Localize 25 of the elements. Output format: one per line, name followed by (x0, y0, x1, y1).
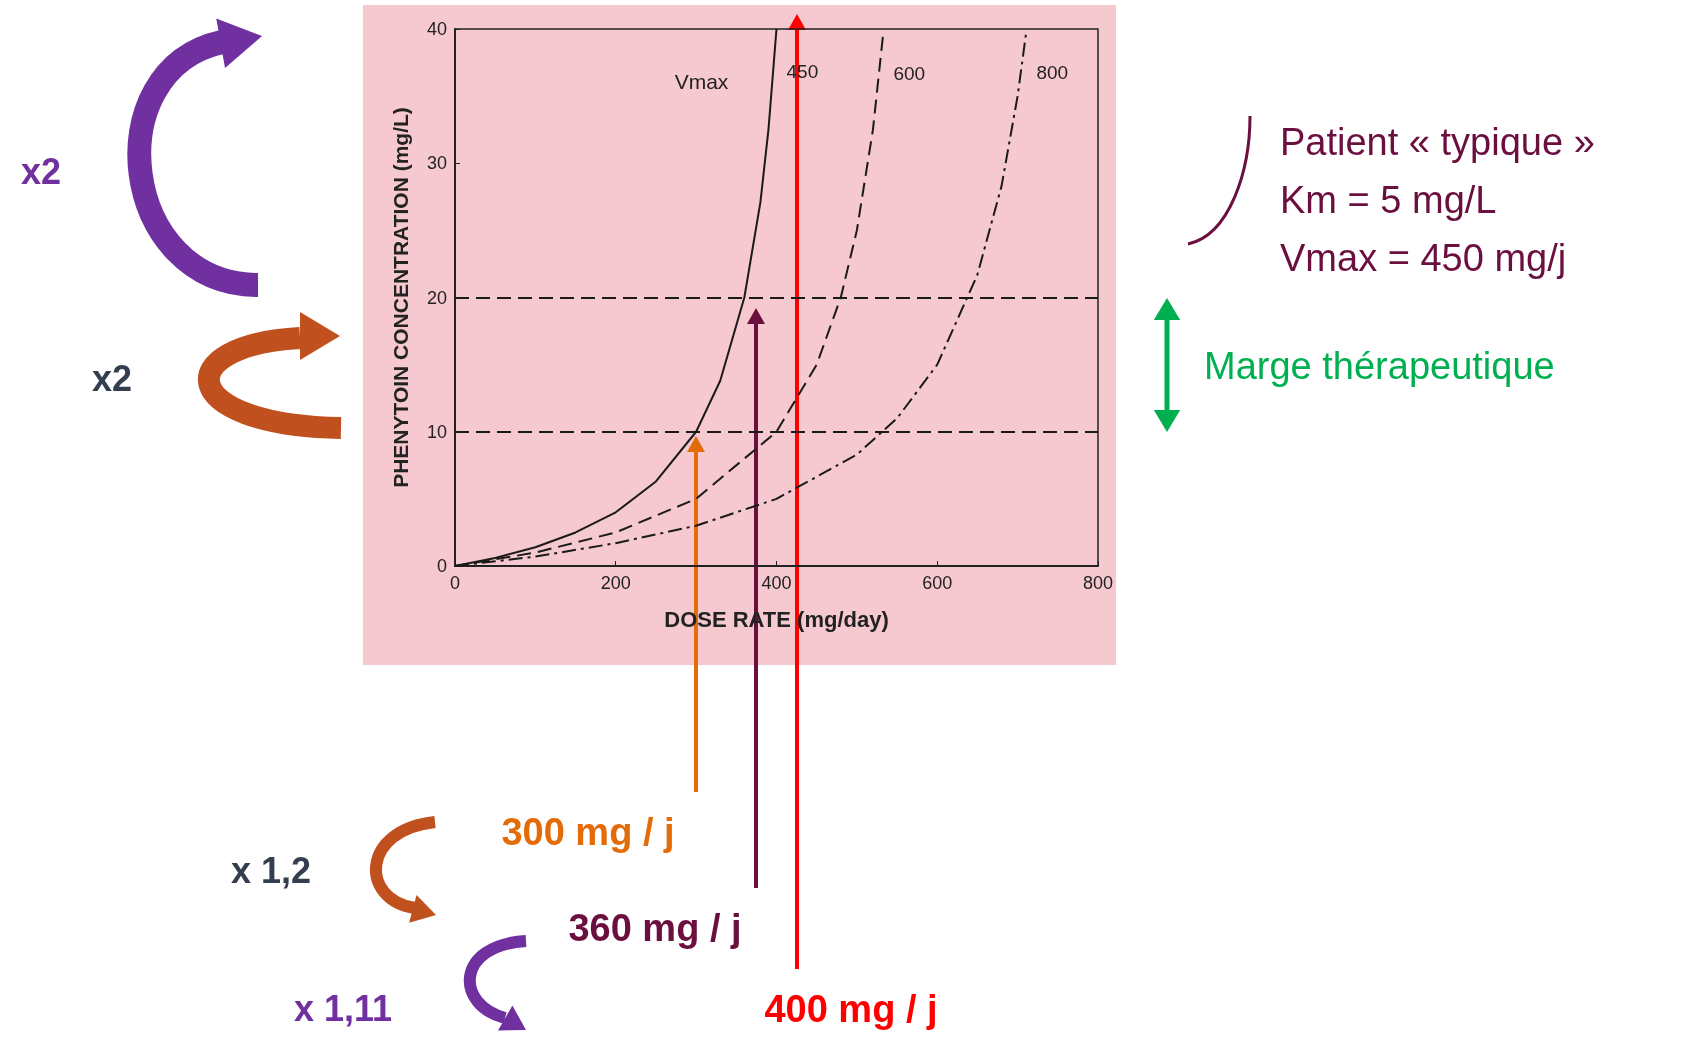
y-tick-label: 40 (426, 19, 447, 39)
x-tick-label: 200 (600, 573, 631, 593)
text: Km = 5 mg/L (1280, 179, 1497, 221)
text: x2 (20, 151, 62, 192)
text: x 1,11 (293, 988, 393, 1029)
y-tick-label: 30 (426, 153, 447, 174)
text: 300 mg / j (501, 811, 675, 853)
y-axis-title: PHENYTOIN CONCENTRATION (mg/L) (389, 107, 412, 488)
text: 400 mg / j (764, 988, 938, 1030)
x-tick-label: 800 (1082, 573, 1114, 593)
series-label: 800 (1036, 61, 1069, 83)
text: 360 mg / j (568, 907, 742, 949)
y-tick-label: 0 (436, 556, 447, 576)
y-tick-label: 20 (426, 287, 447, 308)
text: Vmax = 450 mg/j (1280, 237, 1567, 279)
x-tick-label: 400 (761, 573, 792, 593)
text: Marge thérapeutique (1204, 345, 1555, 387)
y-tick-label: 10 (426, 421, 447, 442)
x-tick-label: 600 (922, 573, 953, 593)
text: x2 (91, 358, 133, 399)
text: Patient « typique » (1280, 121, 1595, 163)
text: x 1,2 (230, 850, 312, 891)
series-label: 600 (893, 63, 926, 85)
annotation: Vmax (674, 69, 729, 93)
x-tick-label: 0 (449, 573, 461, 593)
